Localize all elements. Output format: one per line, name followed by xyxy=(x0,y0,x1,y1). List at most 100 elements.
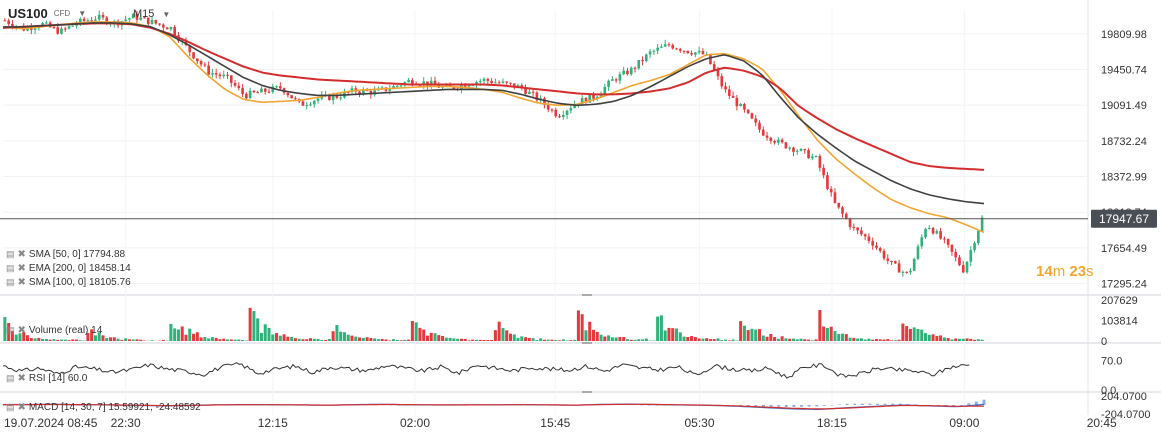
chevron-down-icon[interactable]: ▼ xyxy=(162,9,171,19)
candle-body xyxy=(90,20,93,22)
close-icon[interactable]: ✖ xyxy=(17,249,26,260)
candle-body xyxy=(675,48,678,50)
volume-y-tick: 103814 xyxy=(1101,316,1138,328)
candle xyxy=(569,104,573,114)
settings-icon[interactable]: ▤ xyxy=(6,402,15,412)
candle xyxy=(720,73,724,89)
macd-histogram-bar xyxy=(396,405,400,406)
volume-bar xyxy=(652,340,656,341)
candle xyxy=(788,146,792,151)
settings-icon[interactable]: ▤ xyxy=(6,249,15,259)
panel-resize-handle[interactable] xyxy=(582,342,592,344)
volume-bar xyxy=(757,329,762,341)
candle-body xyxy=(977,230,980,244)
legend-sma50[interactable]: ▤ ✖ SMA [50, 0] 17794.88 xyxy=(6,249,125,260)
volume-bar xyxy=(369,338,373,341)
candle-body xyxy=(686,50,690,54)
volume-bar xyxy=(293,338,297,341)
timeframe-label[interactable]: M15 xyxy=(133,8,155,20)
candle-body xyxy=(203,64,207,66)
volume-bar xyxy=(459,338,463,341)
legend-macd[interactable]: ▤ ✖ MACD [14, 30, 7] 15.59921, -24.48592 xyxy=(6,402,201,413)
volume-bar xyxy=(727,340,731,341)
volume-bar xyxy=(180,326,184,341)
volume-bar xyxy=(841,333,845,341)
rsi-y-tick: 0.0 xyxy=(1101,385,1116,397)
candle xyxy=(927,225,931,230)
candle-body xyxy=(875,245,878,248)
candle xyxy=(977,230,980,246)
candle-body xyxy=(497,82,501,84)
settings-icon[interactable]: ▤ xyxy=(6,277,15,287)
panel-resize-handle[interactable] xyxy=(582,391,592,393)
volume-bar xyxy=(788,338,792,341)
candle xyxy=(965,260,969,274)
rsi-y-tick: 70.0 xyxy=(1101,356,1122,368)
volume-bar xyxy=(225,339,230,341)
close-icon[interactable]: ✖ xyxy=(17,402,26,413)
volume-bar xyxy=(656,316,660,341)
volume-bar xyxy=(71,339,75,341)
candle xyxy=(316,97,320,104)
candle-body xyxy=(931,227,935,234)
volume-bar xyxy=(588,321,592,341)
candle-body xyxy=(395,85,399,87)
volume-bar xyxy=(135,339,139,341)
volume-bar xyxy=(139,339,143,341)
settings-icon[interactable]: ▤ xyxy=(6,373,15,383)
chevron-down-icon[interactable]: ▼ xyxy=(78,9,87,18)
candle-body xyxy=(773,141,776,143)
candle xyxy=(837,202,841,209)
candle xyxy=(218,72,222,80)
macd-histogram-bar xyxy=(655,405,659,406)
volume-bar xyxy=(693,337,697,341)
symbol-name[interactable]: US100 xyxy=(8,6,48,21)
legend-volume[interactable]: ▤ ✖ Volume (real) 14 xyxy=(6,325,102,336)
candle-body xyxy=(852,226,856,228)
candle xyxy=(939,227,942,240)
candle-body xyxy=(452,86,456,89)
timeframe-selector[interactable]: M15 ▼ xyxy=(133,8,170,20)
candle xyxy=(143,16,146,19)
candle-body xyxy=(505,81,509,83)
candle-body xyxy=(512,83,516,88)
volume-bar xyxy=(705,338,709,341)
candle-body xyxy=(777,139,780,143)
volume-bar xyxy=(384,339,388,341)
candle-body xyxy=(328,94,331,101)
macd-histogram-bar xyxy=(815,405,819,407)
close-icon[interactable]: ✖ xyxy=(17,373,26,384)
volume-bar xyxy=(493,330,497,341)
close-icon[interactable]: ✖ xyxy=(17,263,26,274)
candle-body xyxy=(905,271,908,273)
volume-bar xyxy=(580,314,584,341)
candle xyxy=(546,101,550,113)
candle-body xyxy=(588,94,592,103)
legend-sma100[interactable]: ▤ ✖ SMA [100, 0] 18105.76 xyxy=(6,277,131,288)
volume-bar xyxy=(218,339,222,341)
candle-body xyxy=(339,97,343,99)
close-icon[interactable]: ✖ xyxy=(17,325,26,336)
volume-bar xyxy=(44,338,48,341)
volume-bar xyxy=(320,339,324,341)
candle xyxy=(252,90,256,94)
close-icon[interactable]: ✖ xyxy=(17,277,26,288)
symbol-header[interactable]: US100 CFD ▼ xyxy=(8,6,86,21)
candle xyxy=(912,257,916,272)
macd-histogram-bar xyxy=(853,403,857,405)
legend-ema200[interactable]: ▤ ✖ EMA [200, 0] 18458.14 xyxy=(6,263,131,274)
candle-body xyxy=(267,91,271,93)
settings-icon[interactable]: ▤ xyxy=(6,263,15,273)
volume-bar xyxy=(90,329,94,341)
panel-resize-handle[interactable] xyxy=(582,294,592,296)
candle-body xyxy=(146,17,150,24)
legend-rsi[interactable]: ▤ ✖ RSI [14] 60.0 xyxy=(6,373,87,384)
candle-body xyxy=(229,75,233,83)
candle xyxy=(490,78,493,86)
candle-countdown: 14m 23s xyxy=(1036,263,1094,280)
candle xyxy=(969,246,973,267)
volume-bar xyxy=(376,339,380,341)
candle xyxy=(561,110,565,120)
settings-icon[interactable]: ▤ xyxy=(6,325,15,335)
